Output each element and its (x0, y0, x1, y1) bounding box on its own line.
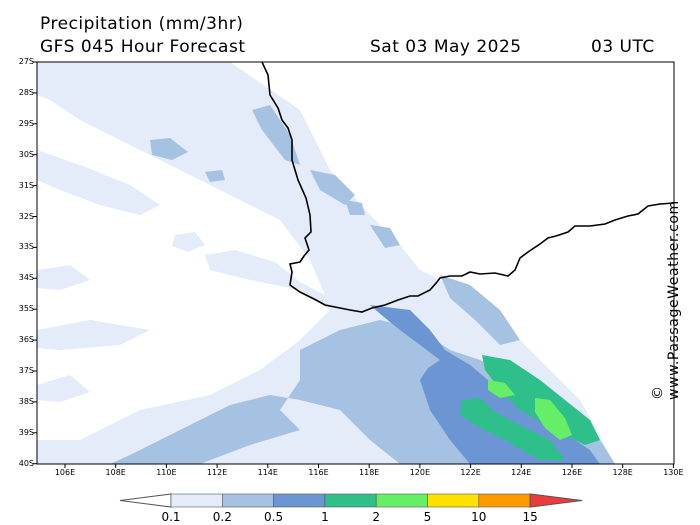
precipitation-field (37, 62, 674, 464)
lat-label: 27S (18, 57, 34, 66)
lon-label: 112E (206, 468, 228, 477)
lon-label: 106E (54, 468, 76, 477)
legend-label: 0.1 (161, 510, 181, 524)
lat-label: 31S (18, 180, 34, 190)
lat-label: 38S (18, 396, 34, 406)
legend-swatch (324, 493, 377, 508)
lat-label: 33S (18, 242, 34, 252)
lon-label: 114E (257, 468, 278, 477)
legend-label: 0.2 (212, 510, 232, 524)
lon-label: 130E (663, 468, 684, 477)
legend-arrow-low (119, 493, 172, 508)
lat-label: 29S (18, 118, 34, 128)
lat-label: 28S (18, 87, 34, 97)
map-frame (36, 61, 675, 465)
precip-band-very-heavy (488, 380, 572, 440)
lon-label: 118E (359, 468, 380, 477)
legend-swatch (375, 493, 428, 508)
legend-label: 5 (423, 510, 432, 524)
map-title: Precipitation (mm/3hr) (40, 14, 244, 34)
precip-band-medium (370, 305, 600, 464)
lat-label: 40S (18, 458, 34, 468)
legend-colorbar (119, 493, 583, 508)
lon-label: 122E (460, 468, 481, 477)
legend-label: 10 (471, 510, 487, 524)
lat-label: 30S (18, 149, 34, 159)
lon-label: 116E (308, 468, 329, 477)
legend-label: 2 (372, 510, 380, 524)
legend-swatch (222, 493, 274, 508)
lat-label: 34S (18, 273, 34, 283)
coastline (261, 62, 674, 313)
legend-swatch (478, 493, 531, 508)
lon-label: 124E (511, 468, 532, 477)
legend-label: 0.5 (264, 510, 284, 524)
lat-label: 36S (18, 335, 34, 345)
legend-swatch (273, 493, 326, 508)
legend-swatch (427, 493, 480, 508)
legend-label: 1 (321, 510, 329, 524)
lon-label: 126E (561, 468, 583, 477)
axis-ticks (33, 61, 674, 468)
lat-label: 32S (18, 211, 34, 221)
lon-label: 110E (156, 468, 177, 477)
lon-label: 128E (612, 468, 633, 477)
legend-arrow-high (529, 493, 583, 508)
lat-label: 37S (18, 366, 34, 375)
lat-label: 35S (18, 304, 34, 314)
credit-watermark: © www.PassageWeather.com (650, 200, 682, 400)
lon-label: 108E (105, 468, 126, 477)
legend-label: 15 (522, 510, 538, 524)
lon-label: 120E (409, 468, 431, 477)
forecast-time: 03 UTC (591, 37, 655, 57)
forecast-date: Sat 03 May 2025 (370, 37, 522, 57)
legend-swatch (170, 493, 223, 508)
lat-label: 39S (18, 427, 34, 437)
map-subtitle: GFS 045 Hour Forecast (40, 37, 246, 57)
